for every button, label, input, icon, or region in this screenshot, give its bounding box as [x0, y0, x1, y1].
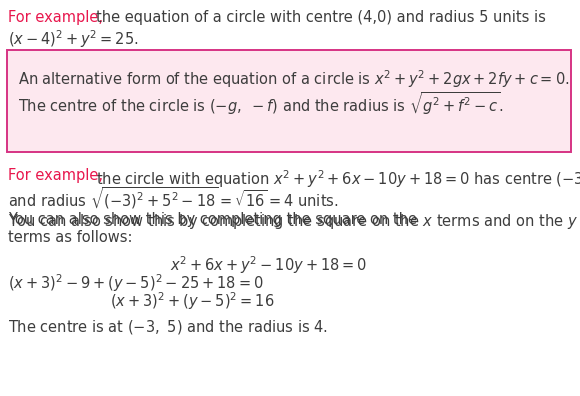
Text: For example,: For example, — [8, 10, 103, 25]
Text: terms as follows:: terms as follows: — [8, 230, 132, 245]
Text: $x^2+6x+y^2-10y+18=0$: $x^2+6x+y^2-10y+18=0$ — [170, 254, 367, 276]
Text: You can also show this by completing the square on the: You can also show this by completing the… — [8, 212, 422, 227]
Text: $(x+3)^2-9+(y-5)^2-25+18=0$: $(x+3)^2-9+(y-5)^2-25+18=0$ — [8, 272, 263, 294]
Text: $(x+3)^2+(y-5)^2=16$: $(x+3)^2+(y-5)^2=16$ — [110, 290, 274, 312]
Text: and radius $\sqrt{(-3)^2+5^2-18}=\sqrt{16}=4$ units.: and radius $\sqrt{(-3)^2+5^2-18}=\sqrt{1… — [8, 186, 339, 211]
FancyBboxPatch shape — [7, 50, 571, 152]
Text: You can also show this by completing the square on the $x$ terms and on the $y$: You can also show this by completing the… — [8, 212, 578, 231]
Text: the circle with equation $x^2+y^2+6x-10y+18=0$ has centre $(-3,5)$: the circle with equation $x^2+y^2+6x-10y… — [96, 168, 580, 190]
Text: The centre is at $(-3,\ 5)$ and the radius is 4.: The centre is at $(-3,\ 5)$ and the radi… — [8, 318, 328, 336]
Text: The centre of the circle is $(-g,\ -f)$ and the radius is $\sqrt{g^2+f^2-c}.$: The centre of the circle is $(-g,\ -f)$ … — [18, 90, 504, 117]
Text: $(x-4)^2+y^2=25.$: $(x-4)^2+y^2=25.$ — [8, 28, 139, 50]
Text: the equation of a circle with centre (4,0) and radius 5 units is: the equation of a circle with centre (4,… — [96, 10, 546, 25]
Text: An alternative form of the equation of a circle is $x^2+y^2+2gx+2fy+c=0.$: An alternative form of the equation of a… — [18, 68, 570, 90]
Text: For example,: For example, — [8, 168, 103, 183]
